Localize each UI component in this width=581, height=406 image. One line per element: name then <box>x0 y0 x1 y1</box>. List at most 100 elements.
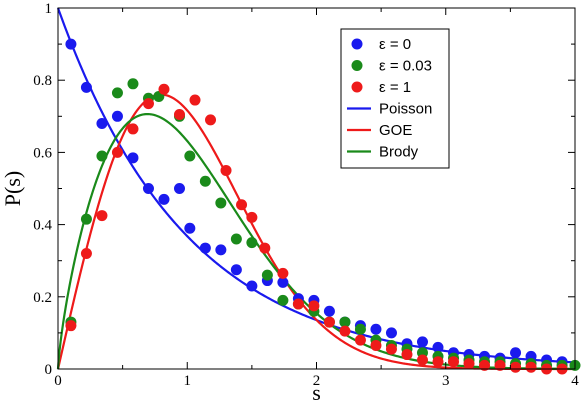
legend-item-eps-0-03: ε = 0.03 <box>351 58 432 75</box>
data-point <box>308 300 320 312</box>
data-point <box>246 237 258 249</box>
x-tick-label: 0 <box>54 373 62 389</box>
data-point <box>277 267 289 279</box>
data-point <box>339 316 351 328</box>
data-point <box>354 323 366 335</box>
y-tick-label: 0.6 <box>33 145 52 161</box>
data-point <box>463 358 475 370</box>
data-point <box>184 222 196 234</box>
data-point <box>96 150 108 162</box>
data-point <box>96 118 108 130</box>
data-point <box>432 341 444 353</box>
data-point <box>448 356 460 368</box>
data-point <box>259 242 271 254</box>
data-point <box>220 164 232 176</box>
data-point <box>292 298 304 310</box>
data-point <box>65 38 77 50</box>
legend-item-goe: GOE <box>347 122 412 139</box>
y-tick-label: 1 <box>45 1 53 17</box>
legend-marker <box>351 38 363 50</box>
x-tick-label: 1 <box>184 373 192 389</box>
legend-label: ε = 0.03 <box>379 58 432 75</box>
legend-marker <box>351 81 363 93</box>
data-point <box>189 94 201 106</box>
legend-item-brody: Brody <box>347 144 419 161</box>
y-axis-label: P(s) <box>0 171 25 206</box>
data-point <box>111 110 123 122</box>
data-point <box>416 354 428 366</box>
data-point <box>370 323 382 335</box>
legend-label: Brody <box>379 144 419 161</box>
data-point <box>111 146 123 158</box>
x-tick-label: 3 <box>442 373 450 389</box>
legend-marker <box>351 60 363 71</box>
data-point <box>416 336 428 348</box>
data-point <box>510 347 522 359</box>
data-point <box>199 175 211 187</box>
data-point <box>127 78 139 90</box>
data-point <box>158 193 170 205</box>
series-eps-0 <box>65 38 568 368</box>
data-point <box>80 81 92 93</box>
data-point <box>370 340 382 352</box>
data-point <box>261 269 273 281</box>
legend-label: ε = 0 <box>379 36 411 53</box>
data-point <box>236 199 248 211</box>
data-point <box>339 325 351 337</box>
legend-label: GOE <box>379 122 412 139</box>
data-point <box>127 152 139 164</box>
data-point <box>385 343 397 355</box>
legend-label: Poisson <box>379 101 432 118</box>
data-point <box>142 183 154 194</box>
data-point <box>173 108 185 120</box>
x-tick-label: 4 <box>571 373 579 389</box>
data-point <box>401 349 413 361</box>
curve-goe <box>56 93 575 371</box>
data-point <box>65 320 77 332</box>
data-point <box>215 244 227 256</box>
data-point <box>199 242 211 254</box>
data-point <box>205 114 217 126</box>
data-point <box>80 247 92 259</box>
data-point <box>246 280 258 292</box>
data-point <box>111 87 123 99</box>
data-point <box>432 356 444 368</box>
series-eps-1 <box>65 83 568 375</box>
legend-item-poisson: Poisson <box>347 101 432 118</box>
data-point <box>230 264 242 276</box>
data-point <box>80 213 92 225</box>
legend-item-eps-0: ε = 0 <box>351 36 411 53</box>
data-point <box>127 123 139 135</box>
x-tick-label: 2 <box>313 373 321 389</box>
data-point <box>385 327 397 339</box>
x-axis-label: s <box>312 380 321 405</box>
data-point <box>142 98 154 110</box>
data-point <box>323 305 335 317</box>
legend-label: ε = 1 <box>379 79 411 96</box>
data-point <box>525 361 537 373</box>
data-point <box>184 150 196 162</box>
data-point <box>158 83 170 95</box>
ticks-layer: 0 1 2 3 4 0 0.2 0.4 0.6 0.8 1 <box>33 1 579 389</box>
data-point <box>494 359 506 371</box>
data-point <box>96 210 108 222</box>
legend: ε = 0 ε = 0.03 ε = 1 Poisson GOE Brody <box>340 28 450 169</box>
data-point <box>173 183 185 194</box>
legend-item-eps-1: ε = 1 <box>351 79 411 96</box>
data-point <box>479 359 491 371</box>
curve-brody <box>56 112 576 370</box>
data-point <box>215 197 227 209</box>
y-tick-label: 0.8 <box>33 73 52 89</box>
y-tick-label: 0.4 <box>33 218 52 234</box>
data-point <box>277 294 289 306</box>
y-tick-label: 0 <box>45 362 53 378</box>
legend-box <box>340 28 450 169</box>
data-point <box>354 334 366 346</box>
y-tick-label: 0.2 <box>33 290 52 306</box>
data-point <box>230 233 242 245</box>
data-point <box>246 211 258 223</box>
data-point <box>323 316 335 328</box>
data-point <box>510 361 522 373</box>
points-layer <box>65 38 581 375</box>
